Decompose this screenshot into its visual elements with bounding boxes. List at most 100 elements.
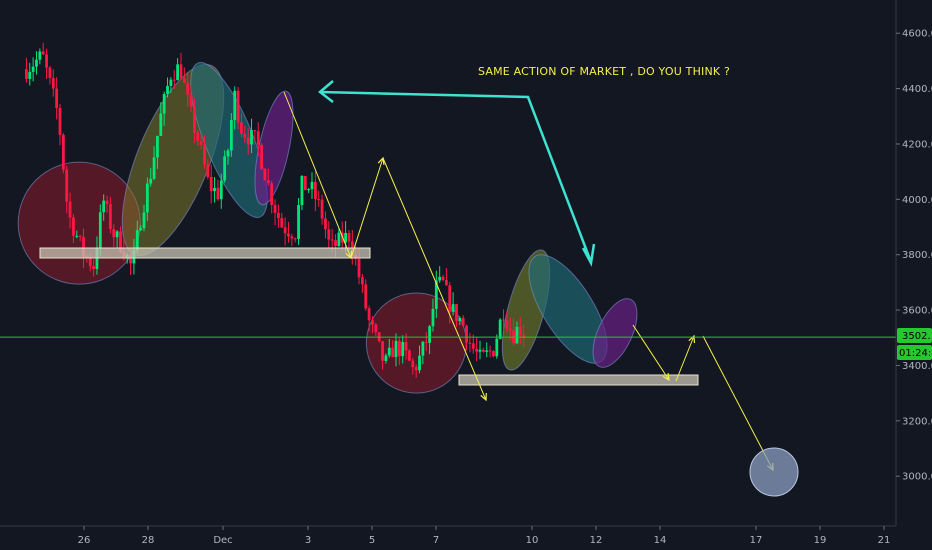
candle-body-down <box>374 324 378 333</box>
candle-body-down <box>112 229 116 238</box>
candle-body-down <box>367 308 371 321</box>
candle-body-down <box>317 199 321 201</box>
candle-body-down <box>330 239 334 241</box>
candle-body-up <box>223 156 227 181</box>
forecast-line-1d <box>439 291 487 401</box>
candle-body-down <box>481 349 485 352</box>
candle-body-up <box>213 187 216 192</box>
price-tick-label: 3200.0 <box>902 416 932 427</box>
time-tick-label: 19 <box>814 535 827 546</box>
candle-body-down <box>72 217 75 236</box>
candle-body-up <box>498 319 502 339</box>
comparison-arrowhead-left <box>318 80 334 103</box>
candle-body-down <box>55 88 59 109</box>
candle-body-up <box>451 304 455 312</box>
candle-body-up <box>149 178 153 184</box>
candle-body-up <box>229 120 233 151</box>
candle-body-down <box>313 181 317 200</box>
candle-body-down <box>381 341 384 361</box>
candle-body-down <box>488 350 492 352</box>
candle-body-down <box>82 236 85 257</box>
candle-body-down <box>283 227 287 234</box>
forecast-line-2b <box>675 335 695 382</box>
candle-body-up <box>98 212 102 248</box>
price-tick-label: 3800.0 <box>902 250 932 261</box>
candle-body-down <box>246 137 250 145</box>
arrowhead-2b <box>688 334 696 344</box>
candle-body-down <box>492 350 495 357</box>
candle-body-down <box>48 67 52 79</box>
candle-body-down <box>471 343 475 349</box>
candle-body-down <box>196 132 200 141</box>
candle-body-up <box>297 204 300 239</box>
candle-body-down <box>41 51 45 55</box>
candle-body-up <box>458 317 462 322</box>
candle-body-down <box>445 279 448 286</box>
candle-body-down <box>518 326 522 335</box>
price-tick-label: 4600.0 <box>902 29 932 40</box>
candle-body-up <box>307 189 311 191</box>
candle-body-down <box>334 240 337 246</box>
forecast-line-2a <box>632 324 670 381</box>
candle-body-down <box>253 130 257 132</box>
current-price-badge: 3502.1 <box>897 328 932 343</box>
chart-caption: SAME ACTION OF MARKET , DO YOU THINK ? <box>478 65 730 78</box>
candle-body-down <box>371 320 374 325</box>
candle-body-up <box>31 66 35 72</box>
candle-body-down <box>92 266 95 270</box>
candle-body-down <box>260 144 263 169</box>
candle-body-up <box>139 228 143 231</box>
candle-body-up <box>495 338 499 357</box>
candle-body-down <box>424 341 428 343</box>
time-axis[interactable]: 26 28 Dec 3 5 7 10 12 14 17 19 21 <box>78 526 891 546</box>
candle-body-up <box>35 59 38 67</box>
candle-body-down <box>25 69 28 79</box>
time-tick-label: 3 <box>305 535 311 546</box>
candle-body-down <box>404 342 408 351</box>
candle-body-down <box>186 82 190 95</box>
price-tick-label: 3000.0 <box>902 472 932 483</box>
candle-body-up <box>156 135 159 158</box>
candle-body-down <box>189 94 193 107</box>
candle-body-down <box>216 187 220 200</box>
candle-body-down <box>468 342 472 344</box>
candle-body-down <box>78 235 82 237</box>
candle-body-up <box>515 326 519 344</box>
candle-body-up <box>250 130 253 145</box>
candle-body-down <box>277 212 280 219</box>
candle-body-up <box>418 355 421 371</box>
candle-body-down <box>361 277 364 285</box>
candle-body-down <box>193 106 196 133</box>
arrowhead-1d <box>480 392 487 402</box>
candle-body-up <box>176 64 179 81</box>
candle-body-down <box>522 334 526 338</box>
candle-body-down <box>206 164 210 177</box>
comparison-arrow <box>319 90 593 263</box>
candle-body-up <box>159 113 163 136</box>
annotation-layer <box>17 62 638 394</box>
candle-body-down <box>391 347 395 358</box>
candle-body-down <box>465 325 468 343</box>
candle-body-down <box>256 131 260 145</box>
candle-body-up <box>135 230 139 251</box>
candle-body-down <box>243 133 247 138</box>
candle-body-down <box>357 258 361 278</box>
price-tick-label: 4400.0 <box>902 84 932 95</box>
candle-body-up <box>431 308 435 327</box>
candle-body-down <box>461 317 465 326</box>
arrowhead-2a <box>662 372 670 382</box>
time-tick-label: 26 <box>78 535 91 546</box>
candle-body-up <box>219 180 223 200</box>
candle-body-down <box>58 108 62 135</box>
candle-body-up <box>387 347 391 356</box>
candle-body-down <box>240 122 243 134</box>
candle-body-up <box>145 183 149 213</box>
candle-body-up <box>28 71 32 79</box>
price-axis[interactable]: 4600.0 4400.0 4200.0 4000.0 3800.0 3600.0 3400… <box>896 29 932 483</box>
price-tick-label: 3400.0 <box>902 361 932 372</box>
candle-body-up <box>478 349 482 352</box>
candle-body-up <box>428 326 431 343</box>
time-tick-label: 5 <box>369 535 375 546</box>
